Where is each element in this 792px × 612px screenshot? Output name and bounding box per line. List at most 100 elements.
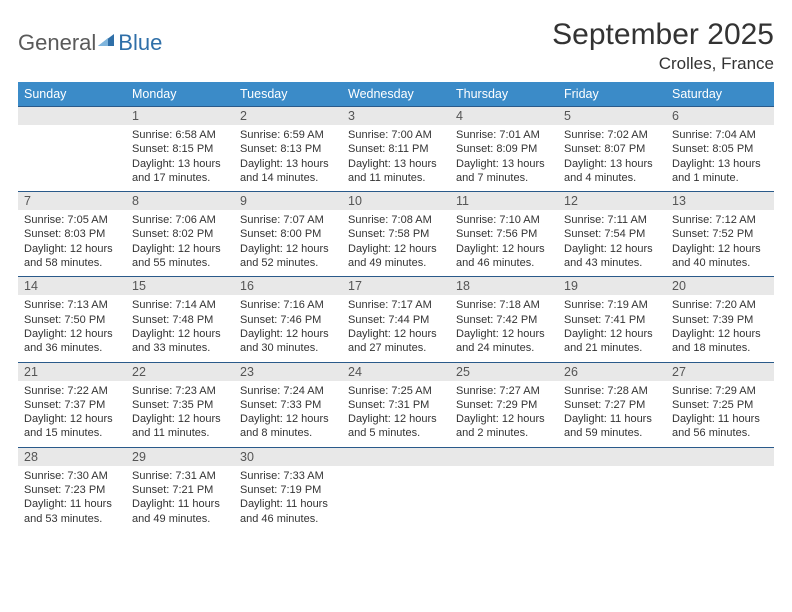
day-content-cell: Sunrise: 6:59 AMSunset: 8:13 PMDaylight:… <box>234 125 342 192</box>
daylight-line: Daylight: 11 hours and 59 minutes. <box>564 412 660 441</box>
day-number-cell: 3 <box>342 107 450 126</box>
daylight-line: Daylight: 11 hours and 56 minutes. <box>672 412 768 441</box>
sunrise-line: Sunrise: 7:14 AM <box>132 298 228 312</box>
sunset-line: Sunset: 8:13 PM <box>240 142 336 156</box>
day-number-cell: 18 <box>450 277 558 296</box>
day-content-cell: Sunrise: 7:18 AMSunset: 7:42 PMDaylight:… <box>450 295 558 362</box>
day-content-row: Sunrise: 6:58 AMSunset: 8:15 PMDaylight:… <box>18 125 774 192</box>
sunset-line: Sunset: 8:00 PM <box>240 227 336 241</box>
sunrise-line: Sunrise: 7:27 AM <box>456 384 552 398</box>
header: General Blue September 2025 Crolles, Fra… <box>18 18 774 74</box>
daylight-line: Daylight: 13 hours and 17 minutes. <box>132 157 228 186</box>
daylight-line: Daylight: 12 hours and 18 minutes. <box>672 327 768 356</box>
day-number-cell: 9 <box>234 192 342 211</box>
day-number-row: 78910111213 <box>18 192 774 211</box>
day-number-cell: 27 <box>666 362 774 381</box>
sunset-line: Sunset: 7:23 PM <box>24 483 120 497</box>
daylight-line: Daylight: 12 hours and 2 minutes. <box>456 412 552 441</box>
sunrise-line: Sunrise: 7:20 AM <box>672 298 768 312</box>
day-content-cell: Sunrise: 7:06 AMSunset: 8:02 PMDaylight:… <box>126 210 234 277</box>
sunrise-line: Sunrise: 7:17 AM <box>348 298 444 312</box>
day-content-cell <box>18 125 126 192</box>
sunrise-line: Sunrise: 7:06 AM <box>132 213 228 227</box>
sunrise-line: Sunrise: 7:11 AM <box>564 213 660 227</box>
sunset-line: Sunset: 7:50 PM <box>24 313 120 327</box>
sunrise-line: Sunrise: 7:12 AM <box>672 213 768 227</box>
day-number-cell: 26 <box>558 362 666 381</box>
logo-text-general: General <box>18 30 96 56</box>
day-number-cell: 21 <box>18 362 126 381</box>
day-content-cell: Sunrise: 7:01 AMSunset: 8:09 PMDaylight:… <box>450 125 558 192</box>
day-number-cell: 20 <box>666 277 774 296</box>
sunrise-line: Sunrise: 7:07 AM <box>240 213 336 227</box>
sunrise-line: Sunrise: 7:02 AM <box>564 128 660 142</box>
sunrise-line: Sunrise: 7:00 AM <box>348 128 444 142</box>
daylight-line: Daylight: 12 hours and 46 minutes. <box>456 242 552 271</box>
sunrise-line: Sunrise: 7:13 AM <box>24 298 120 312</box>
daylight-line: Daylight: 12 hours and 40 minutes. <box>672 242 768 271</box>
day-number-cell: 14 <box>18 277 126 296</box>
daylight-line: Daylight: 12 hours and 58 minutes. <box>24 242 120 271</box>
location: Crolles, France <box>552 54 774 74</box>
day-content-cell: Sunrise: 7:31 AMSunset: 7:21 PMDaylight:… <box>126 466 234 532</box>
daylight-line: Daylight: 12 hours and 21 minutes. <box>564 327 660 356</box>
sunset-line: Sunset: 8:09 PM <box>456 142 552 156</box>
sunrise-line: Sunrise: 7:08 AM <box>348 213 444 227</box>
sunset-line: Sunset: 7:37 PM <box>24 398 120 412</box>
sunset-line: Sunset: 8:05 PM <box>672 142 768 156</box>
sunset-line: Sunset: 7:44 PM <box>348 313 444 327</box>
day-content-row: Sunrise: 7:05 AMSunset: 8:03 PMDaylight:… <box>18 210 774 277</box>
day-number-cell: 16 <box>234 277 342 296</box>
day-number-cell: 7 <box>18 192 126 211</box>
day-content-cell <box>450 466 558 532</box>
day-number-cell: 23 <box>234 362 342 381</box>
day-content-cell: Sunrise: 7:00 AMSunset: 8:11 PMDaylight:… <box>342 125 450 192</box>
sunrise-line: Sunrise: 7:28 AM <box>564 384 660 398</box>
day-content-cell: Sunrise: 7:29 AMSunset: 7:25 PMDaylight:… <box>666 381 774 448</box>
day-number-cell: 13 <box>666 192 774 211</box>
day-content-cell: Sunrise: 7:13 AMSunset: 7:50 PMDaylight:… <box>18 295 126 362</box>
day-number-row: 14151617181920 <box>18 277 774 296</box>
day-content-cell <box>342 466 450 532</box>
day-number-cell: 8 <box>126 192 234 211</box>
day-number-cell: 11 <box>450 192 558 211</box>
day-content-cell <box>666 466 774 532</box>
day-number-cell: 12 <box>558 192 666 211</box>
day-content-cell: Sunrise: 7:12 AMSunset: 7:52 PMDaylight:… <box>666 210 774 277</box>
daylight-line: Daylight: 13 hours and 11 minutes. <box>348 157 444 186</box>
sunrise-line: Sunrise: 7:23 AM <box>132 384 228 398</box>
daylight-line: Daylight: 11 hours and 46 minutes. <box>240 497 336 526</box>
sunset-line: Sunset: 8:11 PM <box>348 142 444 156</box>
day-content-row: Sunrise: 7:30 AMSunset: 7:23 PMDaylight:… <box>18 466 774 532</box>
daylight-line: Daylight: 12 hours and 36 minutes. <box>24 327 120 356</box>
sunset-line: Sunset: 7:41 PM <box>564 313 660 327</box>
daylight-line: Daylight: 12 hours and 24 minutes. <box>456 327 552 356</box>
weekday-header: Friday <box>558 82 666 107</box>
daylight-line: Daylight: 11 hours and 49 minutes. <box>132 497 228 526</box>
sunrise-line: Sunrise: 7:18 AM <box>456 298 552 312</box>
daylight-line: Daylight: 13 hours and 1 minute. <box>672 157 768 186</box>
sunrise-line: Sunrise: 7:10 AM <box>456 213 552 227</box>
logo-text-blue: Blue <box>118 30 162 56</box>
sunset-line: Sunset: 7:58 PM <box>348 227 444 241</box>
sunset-line: Sunset: 8:07 PM <box>564 142 660 156</box>
day-content-cell: Sunrise: 7:11 AMSunset: 7:54 PMDaylight:… <box>558 210 666 277</box>
sunset-line: Sunset: 7:56 PM <box>456 227 552 241</box>
sunrise-line: Sunrise: 7:16 AM <box>240 298 336 312</box>
sunrise-line: Sunrise: 7:33 AM <box>240 469 336 483</box>
day-number-cell: 1 <box>126 107 234 126</box>
sunset-line: Sunset: 8:02 PM <box>132 227 228 241</box>
day-number-cell: 30 <box>234 447 342 466</box>
day-content-cell: Sunrise: 7:33 AMSunset: 7:19 PMDaylight:… <box>234 466 342 532</box>
day-number-cell: 15 <box>126 277 234 296</box>
daylight-line: Daylight: 12 hours and 52 minutes. <box>240 242 336 271</box>
day-content-cell: Sunrise: 7:24 AMSunset: 7:33 PMDaylight:… <box>234 381 342 448</box>
day-number-cell: 2 <box>234 107 342 126</box>
sunrise-line: Sunrise: 6:58 AM <box>132 128 228 142</box>
daylight-line: Daylight: 12 hours and 27 minutes. <box>348 327 444 356</box>
day-number-cell <box>666 447 774 466</box>
sunset-line: Sunset: 7:39 PM <box>672 313 768 327</box>
daylight-line: Daylight: 12 hours and 49 minutes. <box>348 242 444 271</box>
sunset-line: Sunset: 7:31 PM <box>348 398 444 412</box>
sunset-line: Sunset: 7:27 PM <box>564 398 660 412</box>
